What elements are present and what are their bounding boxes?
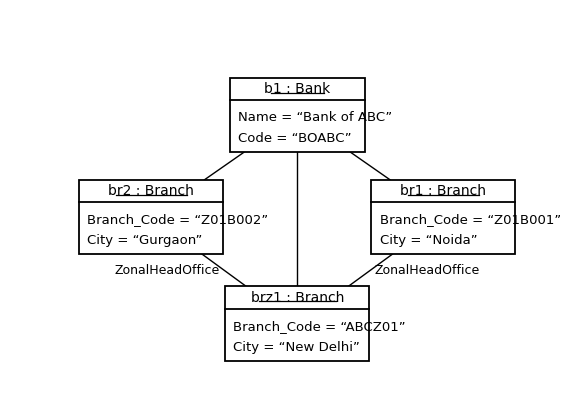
Text: br2 : Branch: br2 : Branch [108, 184, 194, 198]
Text: City = “Gurgaon”: City = “Gurgaon” [88, 234, 202, 247]
Text: Code = “BOABC”: Code = “BOABC” [238, 132, 351, 145]
Text: Name = “Bank of ABC”: Name = “Bank of ABC” [238, 111, 392, 124]
Text: ZonalHeadOffice: ZonalHeadOffice [375, 264, 480, 277]
Bar [79, 180, 223, 254]
Text: Branch_Code = “ABCZ01”: Branch_Code = “ABCZ01” [233, 320, 406, 333]
Bar [230, 78, 365, 152]
Text: brz1 : Branch: brz1 : Branch [251, 291, 344, 304]
Text: ZonalHeadOffice: ZonalHeadOffice [114, 264, 220, 277]
Text: b1 : Bank: b1 : Bank [264, 82, 331, 96]
Text: City = “Noida”: City = “Noida” [379, 234, 477, 247]
Text: Branch_Code = “Z01B002”: Branch_Code = “Z01B002” [88, 213, 269, 226]
Text: br1 : Branch: br1 : Branch [400, 184, 487, 198]
Text: City = “New Delhi”: City = “New Delhi” [233, 341, 360, 354]
Text: Branch_Code = “Z01B001”: Branch_Code = “Z01B001” [379, 213, 561, 226]
Bar [371, 180, 515, 254]
Bar [225, 286, 369, 361]
